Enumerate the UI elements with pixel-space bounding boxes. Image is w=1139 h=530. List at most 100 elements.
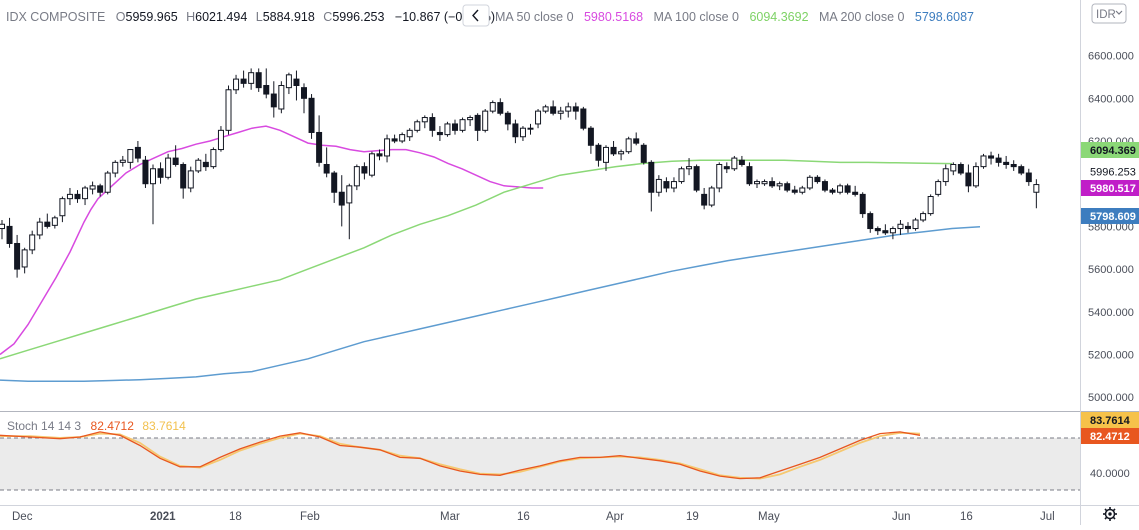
- currency-label: IDR: [1096, 9, 1116, 21]
- candle-body: [142, 159, 149, 185]
- symbol-name[interactable]: IDX COMPOSITE: [6, 10, 105, 24]
- candle-body: [436, 131, 443, 136]
- price-axis-labels: 6094.369 5996.253 5980.517 5798.609: [1081, 142, 1139, 224]
- candle: [97, 183, 104, 197]
- candle: [489, 100, 496, 114]
- candle-body: [784, 183, 791, 191]
- price-axis-tick: 5600.000: [1088, 264, 1134, 276]
- candle: [195, 158, 202, 174]
- time-axis[interactable]: Dec 2021 18 Feb Mar 16 Apr 19 May Jun 16 Jul: [12, 511, 1055, 523]
- price-axis-tick: 5000.000: [1088, 392, 1134, 404]
- candle: [361, 162, 368, 180]
- candle: [580, 106, 587, 131]
- candle: [988, 151, 995, 165]
- currency-button[interactable]: IDR: [1091, 3, 1127, 24]
- candle: [686, 158, 693, 176]
- settings-button[interactable]: [1103, 507, 1117, 521]
- candle: [935, 179, 942, 197]
- candle: [44, 213, 51, 229]
- candle: [66, 187, 73, 206]
- moving-averages: [0, 125, 981, 382]
- candle-body: [1025, 172, 1032, 183]
- candle: [444, 121, 451, 137]
- candle: [157, 162, 164, 184]
- candle-body: [421, 117, 428, 123]
- high-value: 6021.494: [195, 10, 247, 24]
- price-axis-tick: 5400.000: [1088, 307, 1134, 319]
- close-value: 5996.253: [332, 10, 384, 24]
- stoch-band: [0, 438, 1080, 490]
- candle: [542, 104, 549, 114]
- candle: [965, 164, 972, 193]
- candle: [1033, 179, 1040, 209]
- candle-body: [66, 193, 73, 200]
- candle: [150, 164, 156, 225]
- candle-body: [867, 213, 874, 230]
- candle: [240, 70, 247, 88]
- candle-body: [248, 72, 255, 84]
- candle: [112, 160, 119, 178]
- candle: [406, 128, 413, 142]
- legend-header: IDX COMPOSITE O5959.965 H6021.494 L5884.…: [6, 4, 974, 27]
- candle-body: [0, 223, 5, 230]
- ma100-label[interactable]: MA 100 close 0: [654, 10, 740, 24]
- candlesticks: [0, 68, 1040, 278]
- candle-body: [791, 189, 798, 193]
- ma200-label[interactable]: MA 200 close 0: [819, 10, 905, 24]
- candle-body: [535, 110, 542, 125]
- candle: [625, 136, 632, 154]
- candle-body: [708, 187, 715, 206]
- candle-body: [361, 166, 368, 174]
- candle-body: [210, 149, 217, 168]
- candle-body: [82, 187, 89, 200]
- candle: [844, 183, 851, 195]
- candle-body: [278, 85, 285, 110]
- candle-body: [882, 230, 889, 234]
- candle: [452, 119, 458, 135]
- ma100-value: 6094.3692: [749, 10, 808, 24]
- candle-body: [814, 176, 821, 183]
- candle: [723, 162, 730, 174]
- candle-body: [180, 163, 187, 189]
- time-axis-tick: Apr: [606, 511, 624, 523]
- candle: [202, 153, 209, 171]
- candle: [867, 211, 874, 233]
- stoch-label[interactable]: Stoch 14 14 3: [7, 419, 81, 433]
- price-axis-tick: 6400.000: [1088, 93, 1134, 105]
- candle: [859, 192, 866, 218]
- candle-body: [285, 74, 292, 89]
- candle-body: [957, 163, 964, 174]
- candle: [618, 149, 625, 161]
- candle: [852, 185, 859, 197]
- candle-body: [920, 213, 927, 221]
- candle: [595, 143, 602, 167]
- candle: [293, 70, 300, 101]
- candle-body: [776, 183, 783, 187]
- candle-body: [988, 155, 995, 159]
- candle-body: [399, 134, 406, 142]
- candle-body: [942, 168, 949, 183]
- ma100-axis-label: 6094.369: [1090, 145, 1136, 157]
- candle: [127, 149, 134, 169]
- price-axis[interactable]: 5000.000 5200.000 5400.000 5600.000 5800.000…: [1088, 51, 1134, 405]
- candle: [142, 155, 149, 188]
- candle: [905, 222, 911, 233]
- collapse-legend-button[interactable]: [462, 4, 490, 27]
- svg-text:MA 50 close 0 5980.5168: MA 50 close 0 5980.5168 MA 100 close 0 6…: [495, 8, 974, 25]
- candle: [776, 181, 783, 191]
- candle-body: [603, 146, 609, 163]
- candle-body: [112, 161, 119, 174]
- time-axis-tick: Feb: [300, 511, 320, 523]
- candle: [270, 81, 277, 118]
- candle-body: [444, 123, 451, 136]
- candle: [769, 177, 776, 188]
- candle: [829, 187, 836, 195]
- candle: [376, 149, 383, 161]
- ma50-label[interactable]: MA 50 close 0: [495, 10, 574, 24]
- stoch-axis[interactable]: 83.7614 82.4712 40.0000: [1081, 412, 1139, 480]
- candle: [640, 143, 647, 165]
- stoch-d-axis-label: 83.7614: [1090, 415, 1131, 427]
- candle-body: [587, 127, 594, 146]
